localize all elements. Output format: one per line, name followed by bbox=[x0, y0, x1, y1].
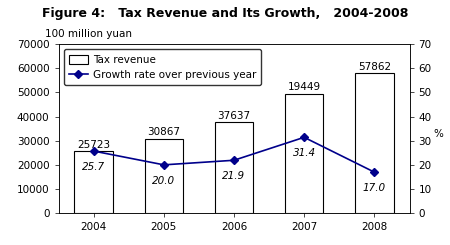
Bar bbox=[144, 139, 183, 213]
Text: 25.7: 25.7 bbox=[82, 162, 105, 172]
Bar bbox=[355, 74, 394, 213]
Bar bbox=[215, 122, 253, 213]
Text: Figure 4:   Tax Revenue and Its Growth,   2004-2008: Figure 4: Tax Revenue and Its Growth, 20… bbox=[42, 7, 408, 20]
Text: 57862: 57862 bbox=[358, 62, 391, 72]
Text: 17.0: 17.0 bbox=[363, 183, 386, 193]
Text: 37637: 37637 bbox=[217, 111, 251, 121]
Text: 21.9: 21.9 bbox=[222, 171, 246, 181]
Text: 100 million yuan: 100 million yuan bbox=[45, 29, 132, 39]
Legend: Tax revenue, Growth rate over previous year: Tax revenue, Growth rate over previous y… bbox=[64, 49, 261, 86]
Y-axis label: %: % bbox=[434, 129, 444, 139]
Text: 25723: 25723 bbox=[77, 140, 110, 150]
Text: 19449: 19449 bbox=[288, 82, 321, 92]
Text: 30867: 30867 bbox=[147, 127, 180, 137]
Bar bbox=[285, 94, 324, 213]
Text: 31.4: 31.4 bbox=[292, 148, 316, 158]
Bar bbox=[74, 151, 113, 213]
Text: 20.0: 20.0 bbox=[152, 176, 176, 186]
